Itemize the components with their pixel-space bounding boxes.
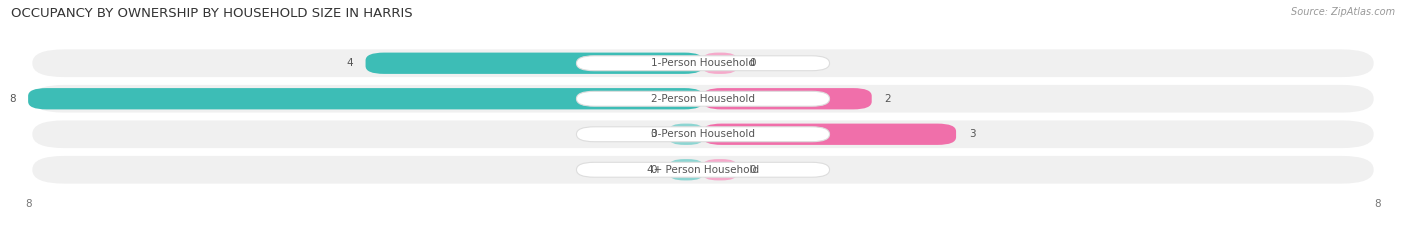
FancyBboxPatch shape bbox=[32, 49, 1374, 77]
FancyBboxPatch shape bbox=[366, 53, 703, 74]
FancyBboxPatch shape bbox=[576, 56, 830, 71]
Text: 4: 4 bbox=[346, 58, 353, 68]
Text: 0: 0 bbox=[749, 58, 756, 68]
Text: 2: 2 bbox=[884, 94, 891, 104]
FancyBboxPatch shape bbox=[703, 123, 956, 145]
FancyBboxPatch shape bbox=[32, 156, 1374, 184]
FancyBboxPatch shape bbox=[576, 162, 830, 177]
FancyBboxPatch shape bbox=[703, 159, 737, 180]
Text: 3: 3 bbox=[969, 129, 976, 139]
Text: 0: 0 bbox=[749, 165, 756, 175]
FancyBboxPatch shape bbox=[576, 91, 830, 106]
FancyBboxPatch shape bbox=[32, 85, 1374, 113]
Text: 0: 0 bbox=[650, 129, 657, 139]
FancyBboxPatch shape bbox=[703, 88, 872, 110]
Text: 3-Person Household: 3-Person Household bbox=[651, 129, 755, 139]
Text: 0: 0 bbox=[650, 165, 657, 175]
Text: 1-Person Household: 1-Person Household bbox=[651, 58, 755, 68]
Text: Source: ZipAtlas.com: Source: ZipAtlas.com bbox=[1291, 7, 1395, 17]
Text: 4+ Person Household: 4+ Person Household bbox=[647, 165, 759, 175]
FancyBboxPatch shape bbox=[703, 53, 737, 74]
Text: OCCUPANCY BY OWNERSHIP BY HOUSEHOLD SIZE IN HARRIS: OCCUPANCY BY OWNERSHIP BY HOUSEHOLD SIZE… bbox=[11, 7, 413, 20]
FancyBboxPatch shape bbox=[669, 123, 703, 145]
FancyBboxPatch shape bbox=[576, 127, 830, 142]
FancyBboxPatch shape bbox=[28, 88, 703, 110]
FancyBboxPatch shape bbox=[669, 159, 703, 180]
Text: 8: 8 bbox=[8, 94, 15, 104]
FancyBboxPatch shape bbox=[32, 120, 1374, 148]
Text: 2-Person Household: 2-Person Household bbox=[651, 94, 755, 104]
